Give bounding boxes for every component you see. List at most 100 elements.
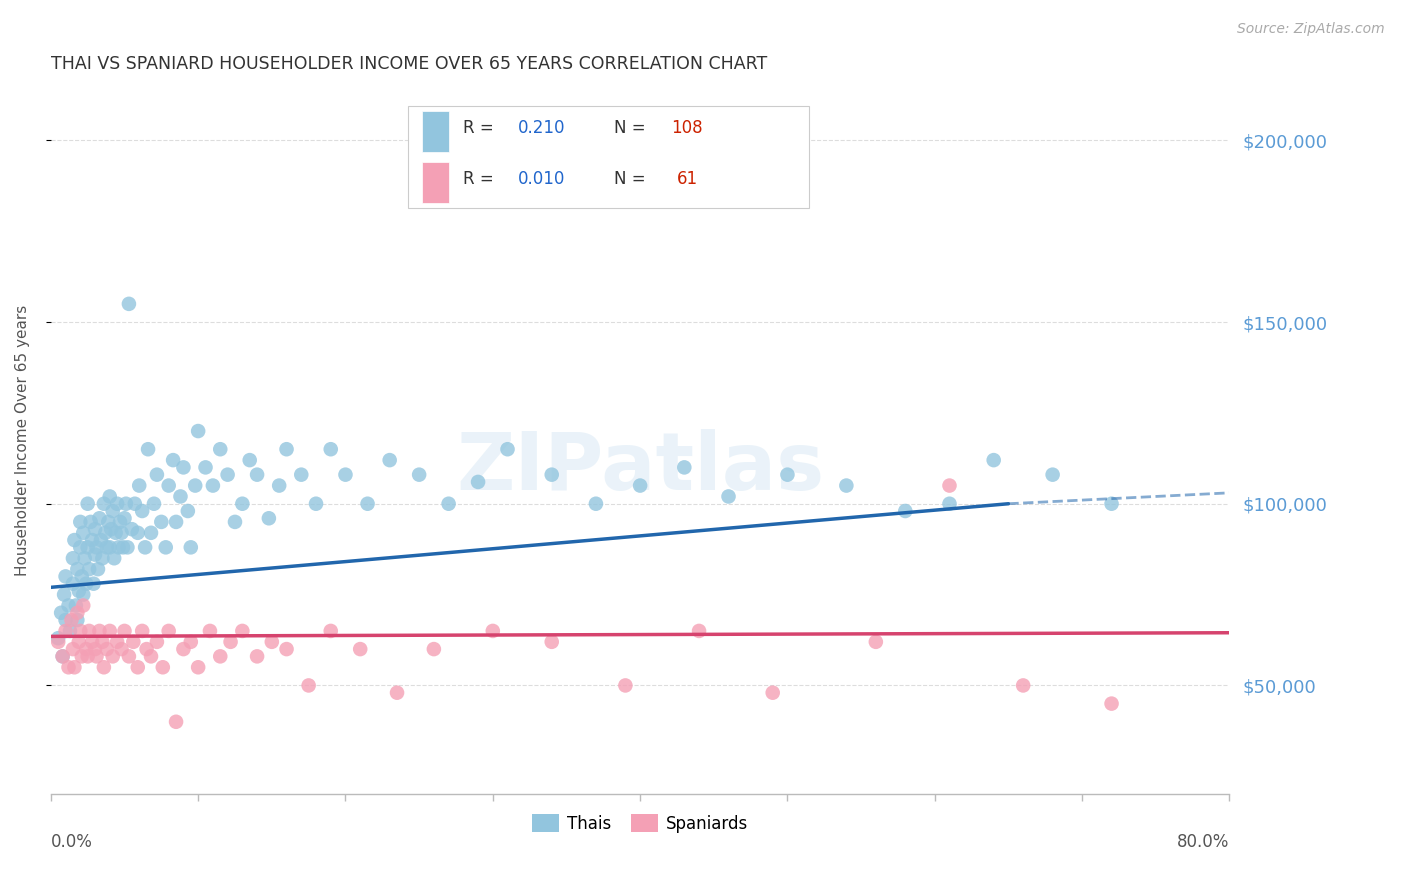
Point	[127, 660, 149, 674]
Point	[84, 522, 107, 536]
Point	[122, 635, 145, 649]
Text: THAI VS SPANIARD HOUSEHOLDER INCOME OVER 65 YEARS CORRELATION CHART: THAI VS SPANIARD HOUSEHOLDER INCOME OVER…	[51, 55, 768, 73]
Point	[114, 511, 136, 525]
Point	[276, 442, 298, 457]
Point	[100, 522, 122, 536]
Point	[80, 533, 103, 547]
Point	[107, 541, 129, 555]
Point	[128, 478, 150, 492]
Point	[77, 562, 100, 576]
Point	[139, 649, 162, 664]
Point	[91, 551, 114, 566]
Point	[75, 642, 97, 657]
Text: R =: R =	[464, 120, 499, 137]
Point	[481, 624, 503, 638]
Point	[356, 497, 378, 511]
Point	[46, 635, 69, 649]
Point	[110, 525, 132, 540]
Point	[62, 576, 84, 591]
Point	[378, 453, 401, 467]
Point	[224, 515, 246, 529]
Point	[136, 442, 159, 457]
Point	[84, 548, 107, 562]
Point	[385, 686, 408, 700]
Text: R =: R =	[464, 170, 499, 188]
Point	[53, 588, 76, 602]
Point	[585, 497, 607, 511]
Point	[131, 504, 153, 518]
Point	[87, 562, 110, 576]
FancyBboxPatch shape	[422, 161, 449, 202]
Point	[938, 497, 960, 511]
Point	[335, 467, 357, 482]
Point	[84, 642, 107, 657]
Point	[408, 467, 430, 482]
Point	[496, 442, 519, 457]
Point	[118, 649, 141, 664]
Point	[231, 624, 253, 638]
Point	[762, 686, 785, 700]
Point	[46, 631, 69, 645]
Point	[349, 642, 371, 657]
Point	[58, 599, 80, 613]
Point	[172, 460, 194, 475]
Legend: Thais, Spaniards: Thais, Spaniards	[526, 808, 755, 839]
Point	[194, 460, 217, 475]
Point	[290, 467, 312, 482]
Text: 0.0%: 0.0%	[51, 833, 93, 852]
Point	[98, 490, 121, 504]
Point	[70, 649, 93, 664]
Point	[69, 515, 91, 529]
Point	[121, 522, 143, 536]
Point	[114, 624, 136, 638]
Point	[187, 660, 209, 674]
Point	[180, 541, 202, 555]
Point	[69, 541, 91, 555]
Point	[80, 635, 103, 649]
Point	[93, 660, 115, 674]
Point	[319, 442, 342, 457]
Point	[52, 649, 75, 664]
Point	[172, 642, 194, 657]
Text: ZIPatlas: ZIPatlas	[456, 429, 824, 508]
Point	[540, 467, 562, 482]
Point	[101, 649, 124, 664]
Point	[98, 624, 121, 638]
Point	[91, 635, 114, 649]
Point	[146, 635, 169, 649]
Point	[105, 635, 128, 649]
Point	[101, 504, 124, 518]
Point	[58, 660, 80, 674]
Point	[66, 562, 89, 576]
Point	[152, 660, 174, 674]
Point	[169, 490, 191, 504]
Point	[89, 624, 111, 638]
Point	[124, 497, 146, 511]
Point	[717, 490, 740, 504]
Point	[131, 624, 153, 638]
Point	[269, 478, 291, 492]
Point	[423, 642, 446, 657]
Point	[177, 504, 200, 518]
Point	[673, 460, 696, 475]
Point	[62, 642, 84, 657]
Point	[201, 478, 224, 492]
Point	[73, 551, 96, 566]
Point	[776, 467, 799, 482]
Point	[104, 525, 127, 540]
Point	[89, 511, 111, 525]
Point	[865, 635, 887, 649]
Point	[55, 624, 77, 638]
Point	[157, 478, 180, 492]
Point	[55, 613, 77, 627]
Point	[938, 478, 960, 492]
Point	[110, 642, 132, 657]
Point	[60, 613, 83, 627]
Point	[276, 642, 298, 657]
Point	[83, 576, 105, 591]
Point	[63, 533, 86, 547]
Point	[540, 635, 562, 649]
Point	[628, 478, 651, 492]
Point	[209, 442, 232, 457]
Point	[1101, 497, 1123, 511]
